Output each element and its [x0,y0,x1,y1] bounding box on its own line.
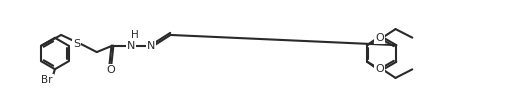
Text: O: O [106,65,115,75]
Text: O: O [375,64,384,74]
Text: O: O [375,33,384,43]
Text: N: N [146,41,155,51]
Text: Br: Br [41,75,53,85]
Text: S: S [73,39,81,48]
Text: N: N [127,41,135,51]
Text: H: H [131,30,138,40]
